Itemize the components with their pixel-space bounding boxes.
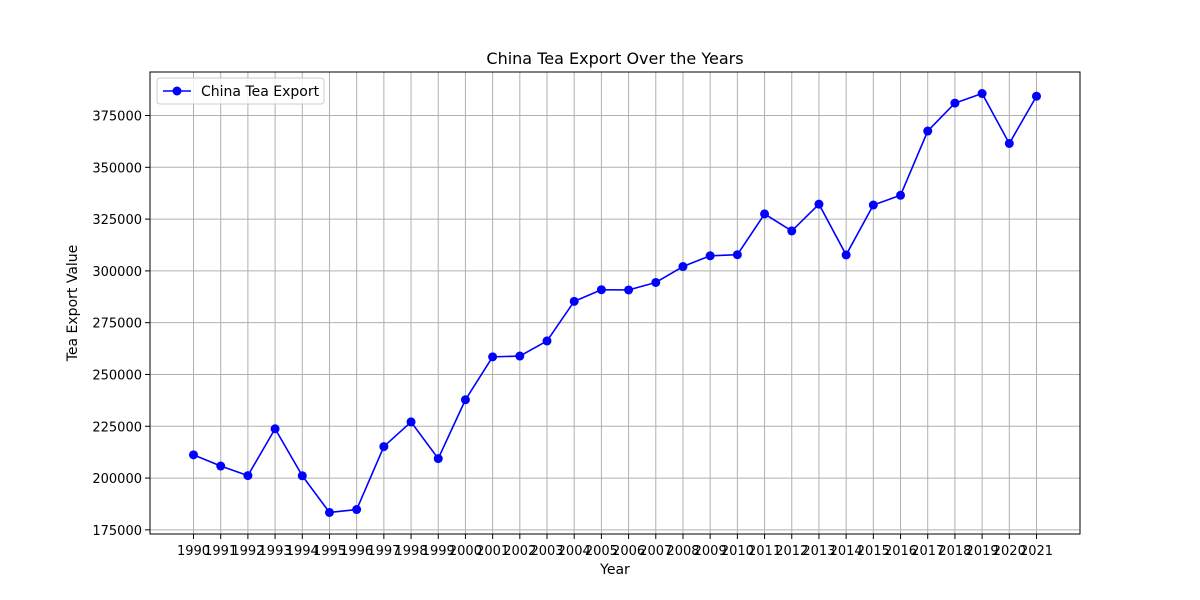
x-tick-label: 2018 [938, 544, 971, 559]
plot-frame [149, 71, 1081, 535]
x-tick-label: 2001 [476, 544, 509, 559]
data-point [216, 461, 226, 471]
x-tick-label: 2020 [993, 544, 1026, 559]
y-tick-label: 225000 [92, 420, 142, 435]
data-point [596, 285, 606, 295]
x-tick-label: 1994 [286, 544, 319, 559]
x-tick-label: 2003 [530, 544, 563, 559]
data-point [243, 471, 253, 481]
x-tick-label: 2008 [666, 544, 699, 559]
data-point [189, 450, 199, 460]
y-tick-label: 250000 [92, 368, 142, 383]
x-tick-label: 2002 [503, 544, 536, 559]
legend-label: China Tea Export [201, 84, 320, 100]
data-point [896, 190, 906, 200]
x-tick-label: 1993 [259, 544, 292, 559]
chart-title: China Tea Export Over the Years [486, 49, 743, 68]
data-point [868, 200, 878, 210]
data-point [787, 226, 797, 236]
x-tick-label: 2010 [721, 544, 754, 559]
x-tick-label: 2009 [694, 544, 727, 559]
data-point [569, 296, 579, 306]
x-tick-label: 1992 [231, 544, 264, 559]
y-tick-label: 175000 [92, 524, 142, 539]
y-tick-label: 350000 [92, 161, 142, 176]
y-axis-label: Tea Export Value [65, 245, 81, 363]
series-line [193, 92, 1038, 514]
y-tick-label: 300000 [92, 265, 142, 280]
data-point [1004, 138, 1014, 148]
data-point [651, 277, 661, 287]
x-tick-label: 2000 [449, 544, 482, 559]
x-tick-label: 2013 [802, 544, 835, 559]
data-point [705, 251, 715, 261]
y-axis: 175000 200000 225000 250000 275000 300000 3250… [92, 110, 150, 539]
x-tick-label: 1995 [313, 544, 346, 559]
x-tick-label: 2016 [884, 544, 917, 559]
x-tick-label: 1996 [340, 544, 373, 559]
y-tick-label: 375000 [92, 110, 142, 125]
legend-point-marker [172, 86, 182, 96]
data-point [460, 395, 470, 405]
x-tick-label: 1990 [177, 544, 210, 559]
data-point [760, 209, 770, 219]
data-point [515, 351, 525, 361]
series-layer [189, 89, 1041, 517]
data-point [624, 285, 634, 295]
data-point [352, 505, 362, 515]
y-tick-label: 325000 [92, 213, 142, 228]
data-point [923, 126, 933, 136]
x-tick-label: 2012 [775, 544, 808, 559]
grid [150, 72, 1080, 534]
x-tick-label: 2021 [1020, 544, 1053, 559]
y-tick-label: 200000 [92, 472, 142, 487]
x-tick-label: 2014 [830, 544, 863, 559]
data-point [732, 250, 742, 260]
data-point [270, 424, 280, 434]
x-tick-label: 1998 [395, 544, 428, 559]
x-tick-label: 2006 [612, 544, 645, 559]
data-point [542, 336, 552, 346]
y-tick-label: 275000 [92, 317, 142, 332]
x-tick-label: 1997 [367, 544, 400, 559]
x-axis: 1990199119921993199419951996199719981999… [177, 534, 1053, 559]
data-point [977, 89, 987, 99]
data-point [433, 454, 443, 464]
x-tick-label: 2005 [585, 544, 618, 559]
x-tick-label: 2015 [857, 544, 890, 559]
legend: China Tea Export [156, 77, 325, 105]
data-point [814, 199, 824, 209]
legend-box [156, 77, 325, 105]
x-axis-label: Year [599, 562, 630, 578]
data-point [406, 417, 416, 427]
data-point [297, 471, 307, 481]
x-tick-label: 2011 [748, 544, 781, 559]
data-point [324, 507, 334, 517]
x-tick-label: 2004 [558, 544, 591, 559]
x-tick-label: 2007 [639, 544, 672, 559]
data-point [379, 442, 389, 452]
data-point [950, 98, 960, 108]
data-point [1031, 91, 1041, 101]
data-point [841, 250, 851, 260]
data-point [678, 262, 688, 272]
x-tick-label: 1991 [204, 544, 237, 559]
x-tick-label: 1999 [422, 544, 455, 559]
x-tick-label: 2019 [966, 544, 999, 559]
x-tick-label: 2017 [911, 544, 944, 559]
data-point [488, 352, 498, 362]
